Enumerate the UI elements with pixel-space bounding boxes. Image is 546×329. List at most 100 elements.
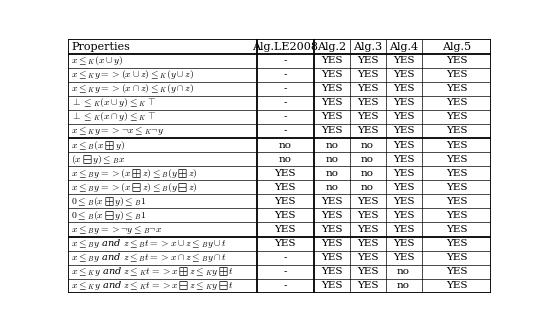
Text: YES: YES <box>393 126 414 136</box>
Text: YES: YES <box>321 211 342 220</box>
Text: YES: YES <box>357 225 378 234</box>
Text: YES: YES <box>446 211 467 220</box>
Text: YES: YES <box>321 84 342 93</box>
Text: YES: YES <box>274 169 296 178</box>
Text: YES: YES <box>274 211 296 220</box>
Text: YES: YES <box>321 56 342 65</box>
Text: $x \leq_K y {=}{>} (x \cap z) \leq_K (y \cap z)$: $x \leq_K y {=}{>} (x \cap z) \leq_K (y … <box>71 82 194 95</box>
Text: YES: YES <box>446 56 467 65</box>
Text: YES: YES <box>393 70 414 79</box>
Text: YES: YES <box>357 253 378 262</box>
Text: YES: YES <box>446 225 467 234</box>
Text: $x \leq_K y {=}{>} (x \cup z) \leq_K (y \cup z)$: $x \leq_K y {=}{>} (x \cup z) \leq_K (y … <box>71 68 194 81</box>
Text: YES: YES <box>357 126 378 136</box>
Text: no: no <box>361 169 374 178</box>
Text: no: no <box>278 140 292 150</box>
Text: $x \leq_B (x \boxplus y)$: $x \leq_B (x \boxplus y)$ <box>71 139 125 152</box>
Text: -: - <box>283 281 287 290</box>
Text: Alg.LE2008: Alg.LE2008 <box>252 41 318 52</box>
Text: $x \leq_B y {=}{>} \neg y \leq_B \neg x$: $x \leq_B y {=}{>} \neg y \leq_B \neg x$ <box>71 223 163 236</box>
Text: $\bot \leq_K (x \cap y) \leq_K \top$: $\bot \leq_K (x \cap y) \leq_K \top$ <box>71 111 156 123</box>
Text: $x \leq_B y$ and $z \leq_B t {=}{>} x \cup z \leq_B y \cup t$: $x \leq_B y$ and $z \leq_B t {=}{>} x \c… <box>71 237 227 250</box>
Text: YES: YES <box>446 253 467 262</box>
Text: YES: YES <box>357 239 378 248</box>
Text: YES: YES <box>357 281 378 290</box>
Text: YES: YES <box>393 239 414 248</box>
Text: YES: YES <box>274 225 296 234</box>
Text: $x \leq_K y {=}{>} \neg x \leq_K \neg y$: $x \leq_K y {=}{>} \neg x \leq_K \neg y$ <box>71 124 164 138</box>
Text: no: no <box>325 155 338 164</box>
Text: YES: YES <box>393 211 414 220</box>
Text: YES: YES <box>446 267 467 276</box>
Text: -: - <box>283 267 287 276</box>
Text: YES: YES <box>321 253 342 262</box>
Text: YES: YES <box>357 197 378 206</box>
Text: YES: YES <box>393 169 414 178</box>
Text: no: no <box>361 183 374 192</box>
Text: YES: YES <box>393 98 414 107</box>
Text: YES: YES <box>321 281 342 290</box>
Text: -: - <box>283 253 287 262</box>
Text: Properties: Properties <box>71 41 130 52</box>
Text: YES: YES <box>446 113 467 121</box>
Text: YES: YES <box>393 84 414 93</box>
Text: YES: YES <box>357 211 378 220</box>
Text: YES: YES <box>321 197 342 206</box>
Text: $0 \leq_B (x \boxplus y) \leq_B 1$: $0 \leq_B (x \boxplus y) \leq_B 1$ <box>71 195 147 208</box>
Text: YES: YES <box>393 155 414 164</box>
Text: YES: YES <box>446 169 467 178</box>
Text: no: no <box>325 183 338 192</box>
Text: YES: YES <box>446 197 467 206</box>
Text: YES: YES <box>274 197 296 206</box>
Text: no: no <box>278 155 292 164</box>
Text: $x \leq_K (x \cup y)$: $x \leq_K (x \cup y)$ <box>71 54 123 67</box>
Text: YES: YES <box>357 56 378 65</box>
Text: YES: YES <box>393 113 414 121</box>
Text: YES: YES <box>321 70 342 79</box>
Text: -: - <box>283 98 287 107</box>
Text: YES: YES <box>357 113 378 121</box>
Text: no: no <box>325 169 338 178</box>
Text: no: no <box>361 140 374 150</box>
Text: YES: YES <box>321 267 342 276</box>
Text: -: - <box>283 84 287 93</box>
Text: $x \leq_B y$ and $z \leq_B t {=}{>} x \cap z \leq_B y \cap t$: $x \leq_B y$ and $z \leq_B t {=}{>} x \c… <box>71 251 227 264</box>
Text: YES: YES <box>274 239 296 248</box>
Text: no: no <box>361 155 374 164</box>
Text: no: no <box>397 281 410 290</box>
Text: YES: YES <box>321 239 342 248</box>
Text: YES: YES <box>357 267 378 276</box>
Text: $x \leq_K y$ and $z \leq_K t {=}{>} x \boxminus z \leq_K y \boxminus t$: $x \leq_K y$ and $z \leq_K t {=}{>} x \b… <box>71 279 234 292</box>
Text: YES: YES <box>393 140 414 150</box>
Text: Alg.3: Alg.3 <box>353 41 382 52</box>
Text: -: - <box>283 56 287 65</box>
Text: YES: YES <box>393 253 414 262</box>
Text: $(x \boxminus y) \leq_B x$: $(x \boxminus y) \leq_B x$ <box>71 153 126 165</box>
Text: YES: YES <box>393 197 414 206</box>
Text: YES: YES <box>321 225 342 234</box>
Text: YES: YES <box>393 56 414 65</box>
Text: YES: YES <box>446 98 467 107</box>
Text: YES: YES <box>393 225 414 234</box>
Text: YES: YES <box>357 70 378 79</box>
Text: YES: YES <box>321 98 342 107</box>
Text: YES: YES <box>446 281 467 290</box>
Text: Alg.5: Alg.5 <box>442 41 471 52</box>
Text: YES: YES <box>446 84 467 93</box>
Text: YES: YES <box>393 183 414 192</box>
Text: YES: YES <box>446 70 467 79</box>
Text: -: - <box>283 70 287 79</box>
Text: YES: YES <box>446 140 467 150</box>
Text: YES: YES <box>446 183 467 192</box>
Text: -: - <box>283 126 287 136</box>
Text: YES: YES <box>274 183 296 192</box>
Text: YES: YES <box>446 155 467 164</box>
Text: YES: YES <box>357 98 378 107</box>
Text: YES: YES <box>321 126 342 136</box>
Text: $x \leq_B y {=}{>} (x \boxminus z) \leq_B (y \boxminus z)$: $x \leq_B y {=}{>} (x \boxminus z) \leq_… <box>71 181 198 194</box>
Text: YES: YES <box>446 126 467 136</box>
Text: $\bot \leq_K (x \cup y) \leq_K \top$: $\bot \leq_K (x \cup y) \leq_K \top$ <box>71 96 156 109</box>
Text: Alg.2: Alg.2 <box>317 41 346 52</box>
Text: YES: YES <box>357 84 378 93</box>
Text: YES: YES <box>446 239 467 248</box>
